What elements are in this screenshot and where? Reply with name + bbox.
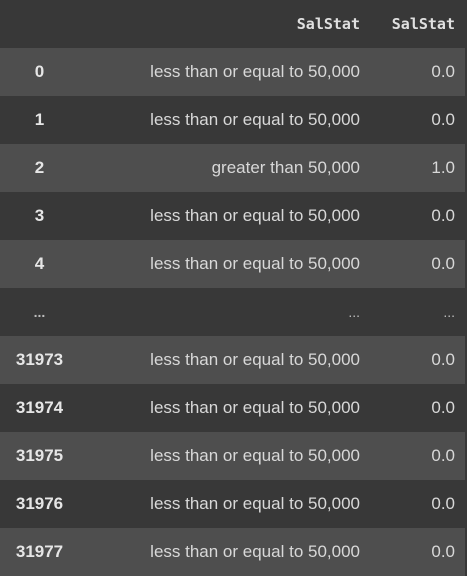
cell-salstat-text: less than or equal to 50,000	[150, 446, 360, 465]
header-row: SalStat SalStat	[0, 0, 465, 48]
cell-salstat-numeric: 0.0	[431, 206, 455, 225]
row-index: 2	[34, 158, 45, 177]
cell-salstat-numeric: 0.0	[431, 542, 455, 561]
table-row: 31976 less than or equal to 50,000 0.0	[0, 480, 465, 528]
cell-salstat-numeric: 0.0	[431, 494, 455, 513]
table-row: 31974 less than or equal to 50,000 0.0	[0, 384, 465, 432]
row-index: 31975	[15, 446, 64, 465]
cell-salstat-numeric: 0.0	[431, 110, 455, 129]
cell-salstat-numeric: 0.0	[431, 350, 455, 369]
cell-ellipsis: ...	[443, 304, 455, 320]
cell-salstat-text: less than or equal to 50,000	[150, 542, 360, 561]
cell-salstat-text: less than or equal to 50,000	[150, 254, 360, 273]
row-index: 4	[34, 254, 45, 273]
column-header-salstat-text: SalStat	[296, 15, 360, 33]
table-row: 0 less than or equal to 50,000 0.0	[0, 48, 465, 96]
cell-ellipsis: ...	[348, 304, 360, 320]
row-index: 31974	[15, 398, 64, 417]
cell-salstat-text: less than or equal to 50,000	[150, 110, 360, 129]
cell-salstat-numeric: 0.0	[431, 446, 455, 465]
row-index: 31977	[15, 542, 64, 561]
cell-salstat-text: less than or equal to 50,000	[150, 206, 360, 225]
truncation-row: ... ... ...	[0, 288, 465, 336]
row-index: 31973	[15, 350, 64, 369]
column-header-salstat-numeric: SalStat	[391, 15, 455, 33]
table-row: 4 less than or equal to 50,000 0.0	[0, 240, 465, 288]
cell-salstat-numeric: 1.0	[431, 158, 455, 177]
table-header: SalStat SalStat	[0, 0, 465, 48]
row-index: 1	[34, 110, 45, 129]
table-body: 0 less than or equal to 50,000 0.0 1 les…	[0, 48, 465, 576]
table-row: 31977 less than or equal to 50,000 0.0	[0, 528, 465, 576]
table-row: 2 greater than 50,000 1.0	[0, 144, 465, 192]
table-row: 31975 less than or equal to 50,000 0.0	[0, 432, 465, 480]
row-index-ellipsis: ...	[33, 304, 46, 320]
cell-salstat-text: less than or equal to 50,000	[150, 398, 360, 417]
row-index: 3	[34, 206, 45, 225]
index-header	[0, 0, 81, 48]
row-index: 31976	[15, 494, 64, 513]
cell-salstat-text: less than or equal to 50,000	[150, 494, 360, 513]
cell-salstat-numeric: 0.0	[431, 398, 455, 417]
table-row: 3 less than or equal to 50,000 0.0	[0, 192, 465, 240]
table-row: 31973 less than or equal to 50,000 0.0	[0, 336, 465, 384]
cell-salstat-numeric: 0.0	[431, 254, 455, 273]
cell-salstat-numeric: 0.0	[431, 62, 455, 81]
cell-salstat-text: greater than 50,000	[211, 158, 360, 177]
cell-salstat-text: less than or equal to 50,000	[150, 62, 360, 81]
table-row: 1 less than or equal to 50,000 0.0	[0, 96, 465, 144]
cell-salstat-text: less than or equal to 50,000	[150, 350, 360, 369]
row-index: 0	[34, 62, 45, 81]
